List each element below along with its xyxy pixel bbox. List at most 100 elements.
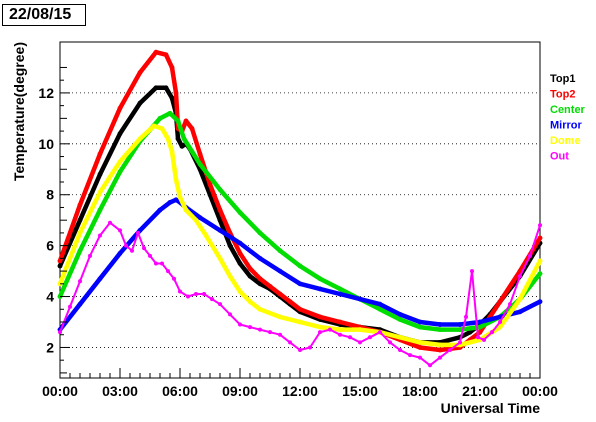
- data-point-dome: [517, 296, 523, 302]
- data-point-top2: [477, 329, 483, 335]
- data-point-center: [257, 230, 263, 236]
- data-point-center: [167, 110, 173, 116]
- x-axis-title: Universal Time: [441, 400, 541, 416]
- data-point-dome: [237, 289, 243, 294]
- series-line-mirror: [57, 197, 543, 332]
- axis-layer: 2 4 6 8 10 12 00:00 03:00 06:00 09:00 12:00 15:00 18…: [38, 66, 558, 399]
- data-point-out: [68, 304, 72, 309]
- data-point-mirror: [297, 281, 303, 287]
- data-point-mirror: [117, 250, 123, 256]
- data-point-center: [277, 248, 283, 254]
- data-point-top1: [97, 171, 103, 177]
- data-point-top2: [277, 291, 283, 297]
- data-point-out: [228, 312, 232, 317]
- data-point-top1: [137, 100, 143, 106]
- data-point-dome: [337, 327, 343, 333]
- data-point-center: [337, 286, 343, 292]
- data-point-out: [438, 355, 442, 360]
- data-point-dome: [165, 136, 171, 142]
- data-point-out: [136, 230, 140, 235]
- data-point-center: [117, 169, 123, 175]
- data-point-top2: [437, 347, 443, 353]
- data-point-mirror: [457, 322, 463, 327]
- data-point-out: [348, 335, 352, 340]
- data-point-center: [189, 149, 195, 154]
- data-point-mirror: [217, 227, 223, 233]
- data-point-mirror: [157, 207, 163, 213]
- data-point-top2: [189, 126, 195, 131]
- data-point-out: [328, 327, 332, 332]
- x-tick-label: 00:00: [42, 383, 78, 399]
- y-tick-label: 6: [46, 238, 54, 254]
- data-point-out: [490, 330, 494, 335]
- data-point-mirror: [167, 199, 173, 205]
- data-point-dome: [203, 233, 209, 238]
- data-point-out: [268, 330, 272, 335]
- data-point-top2: [237, 250, 243, 256]
- data-point-out: [58, 330, 62, 335]
- data-point-out: [508, 302, 512, 307]
- x-tick-label: 21:00: [462, 383, 498, 399]
- data-point-center: [217, 187, 223, 193]
- data-point-top2: [97, 151, 103, 157]
- data-point-top2: [173, 90, 179, 96]
- date-label: 22/08/15: [2, 4, 86, 26]
- data-point-top1: [227, 243, 233, 249]
- data-point-top1: [153, 85, 159, 91]
- data-point-top1: [467, 329, 473, 335]
- data-point-out: [218, 302, 222, 307]
- data-point-top2: [153, 49, 159, 55]
- data-point-center: [477, 324, 483, 330]
- data-point-dome: [217, 255, 223, 261]
- y-tick-label: 10: [38, 136, 54, 152]
- data-point-dome: [537, 258, 543, 264]
- data-point-out: [186, 294, 190, 299]
- data-point-mirror: [197, 215, 203, 221]
- x-tick-label: 18:00: [402, 383, 438, 399]
- data-point-out: [358, 340, 362, 345]
- data-point-out: [378, 330, 382, 335]
- data-point-mirror: [357, 296, 363, 302]
- data-point-out: [124, 243, 128, 248]
- data-point-out: [98, 233, 102, 238]
- data-point-out: [408, 353, 412, 358]
- data-point-out: [238, 322, 242, 327]
- data-point-top2: [137, 70, 143, 75]
- data-point-center: [537, 271, 543, 277]
- data-point-out: [476, 335, 480, 340]
- data-point-top2: [207, 182, 213, 187]
- data-point-out: [338, 332, 342, 337]
- data-point-out: [130, 248, 134, 253]
- data-point-top2: [163, 52, 169, 58]
- data-point-mirror: [77, 301, 83, 307]
- data-point-top2: [247, 266, 253, 271]
- data-point-out: [388, 340, 392, 345]
- x-tick-label: 00:00: [522, 383, 558, 399]
- data-point-out: [458, 340, 462, 345]
- legend-entry-top2: Top2: [550, 89, 575, 101]
- data-point-out: [166, 269, 170, 274]
- data-point-center: [397, 317, 403, 322]
- legend-entry-center: Center: [550, 104, 586, 116]
- data-point-mirror: [173, 197, 179, 203]
- data-point-top2: [537, 235, 543, 241]
- data-point-dome: [257, 306, 263, 312]
- y-tick-label: 8: [46, 187, 54, 203]
- data-point-top2: [183, 118, 189, 124]
- data-point-dome: [97, 189, 103, 195]
- data-point-out: [528, 253, 532, 258]
- data-point-center: [317, 276, 323, 282]
- y-tick-label: 12: [38, 85, 54, 101]
- x-tick-label: 06:00: [162, 383, 198, 399]
- data-point-dome: [397, 334, 403, 340]
- data-point-out: [278, 332, 282, 337]
- data-point-top2: [257, 276, 263, 282]
- data-point-dome: [497, 324, 503, 330]
- data-point-top2: [287, 299, 293, 305]
- data-point-mirror: [277, 268, 283, 274]
- data-point-out: [154, 261, 158, 266]
- data-point-mirror: [537, 299, 543, 305]
- y-tick-label: 4: [46, 289, 54, 305]
- data-point-mirror: [397, 311, 403, 317]
- y-tick-label: 2: [46, 339, 54, 355]
